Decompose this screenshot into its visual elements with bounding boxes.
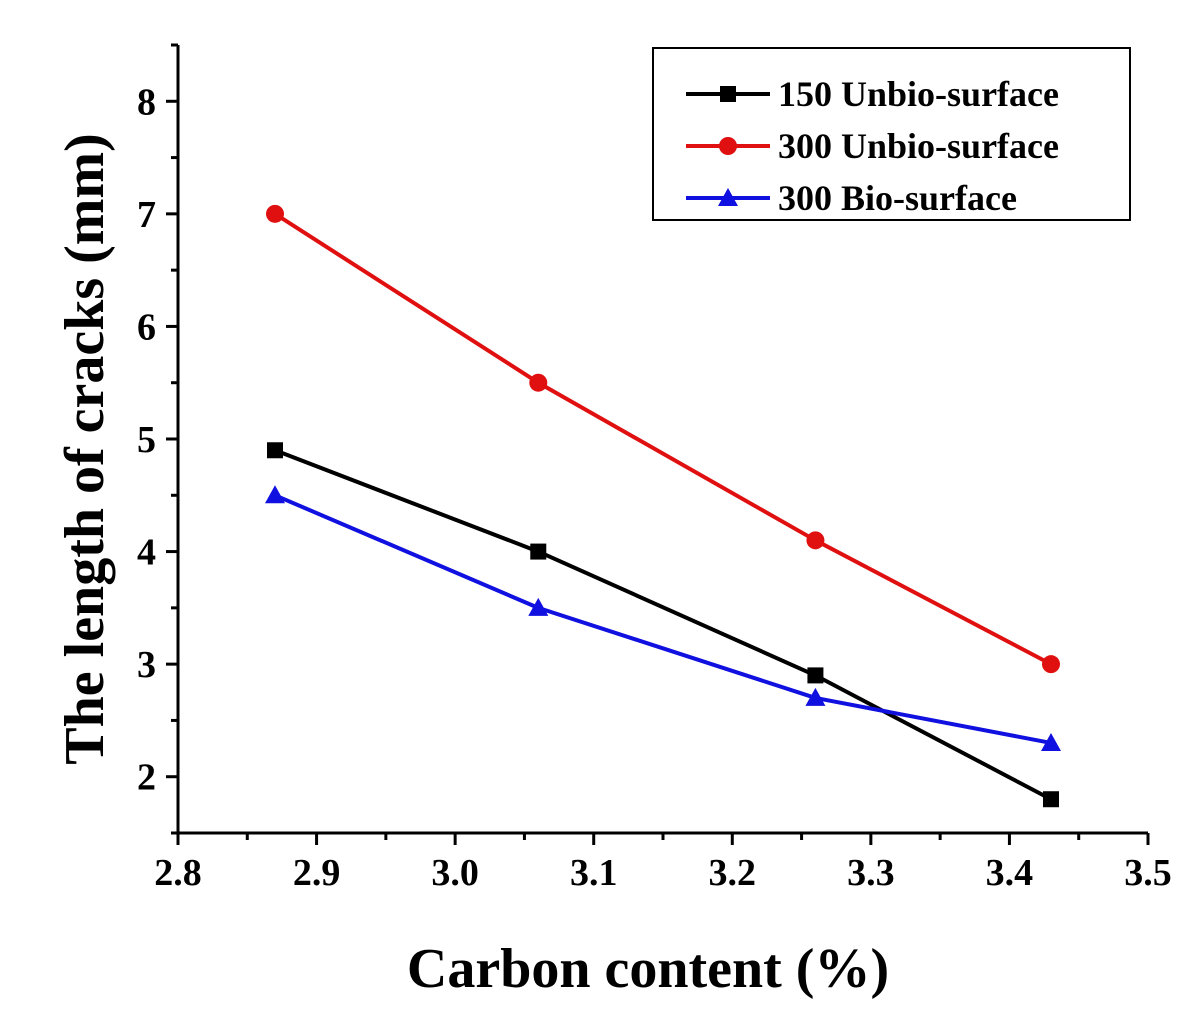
y-tick-label: 4 bbox=[137, 532, 156, 574]
legend-label: 300 Bio-surface bbox=[778, 178, 1017, 218]
legend-label: 300 Unbio-surface bbox=[778, 126, 1059, 166]
series-2 bbox=[266, 204, 1060, 674]
series-lines bbox=[265, 204, 1061, 808]
data-point bbox=[530, 543, 547, 560]
series-line bbox=[273, 212, 1052, 666]
data-point bbox=[1043, 791, 1059, 808]
data-point bbox=[528, 597, 549, 616]
data-point bbox=[1042, 655, 1060, 674]
series-line bbox=[274, 448, 1052, 801]
legend: 150 Unbio-surface 300 Unbio-surface 300 Bi… bbox=[652, 47, 1131, 221]
data-point bbox=[1041, 732, 1061, 751]
data-point bbox=[267, 442, 283, 459]
x-tick-label: 3.0 bbox=[431, 852, 479, 894]
y-tick-label: 8 bbox=[137, 81, 156, 123]
legend-marker bbox=[718, 188, 738, 206]
y-tick-label: 2 bbox=[137, 757, 156, 799]
x-tick-label: 3.1 bbox=[570, 852, 618, 894]
x-tick-label: 3.4 bbox=[986, 852, 1034, 894]
y-tick-label: 7 bbox=[137, 194, 156, 236]
legend-marker bbox=[720, 86, 736, 102]
legend-box bbox=[652, 47, 1131, 221]
legend-item: 150 Unbio-surface bbox=[686, 74, 1059, 114]
legend-item: 300 Unbio-surface bbox=[686, 126, 1059, 166]
series-line bbox=[274, 493, 1052, 745]
data-point bbox=[529, 373, 548, 392]
data-point bbox=[806, 531, 825, 550]
series-3 bbox=[265, 485, 1061, 751]
y-tick-label: 6 bbox=[137, 306, 156, 348]
y-tick-label: 3 bbox=[137, 644, 156, 686]
data-point bbox=[265, 485, 285, 504]
legend-item: 300 Bio-surface bbox=[686, 178, 1017, 218]
data-point bbox=[805, 687, 826, 706]
x-tick-label: 3.5 bbox=[1124, 852, 1172, 894]
x-axis-title: Carbon content (%) bbox=[407, 938, 889, 1000]
y-tick-label: 5 bbox=[137, 419, 156, 461]
x-tick-label: 2.8 bbox=[154, 852, 202, 894]
legend-marker bbox=[719, 137, 737, 155]
x-tick-label: 3.2 bbox=[709, 852, 757, 894]
x-tick-label: 2.9 bbox=[293, 852, 341, 894]
legend-label: 150 Unbio-surface bbox=[778, 74, 1059, 114]
series-1 bbox=[267, 442, 1059, 808]
axes: 2.8 2.9 3.0 3.1 3.2 3.3 3.4 3.5 2 3 4 5 6 7 8 bbox=[137, 43, 1172, 894]
data-point bbox=[266, 204, 284, 223]
y-axis-title: The length of cracks (mm) bbox=[54, 133, 116, 764]
x-tick-label: 3.3 bbox=[847, 852, 895, 894]
data-point bbox=[807, 667, 824, 684]
